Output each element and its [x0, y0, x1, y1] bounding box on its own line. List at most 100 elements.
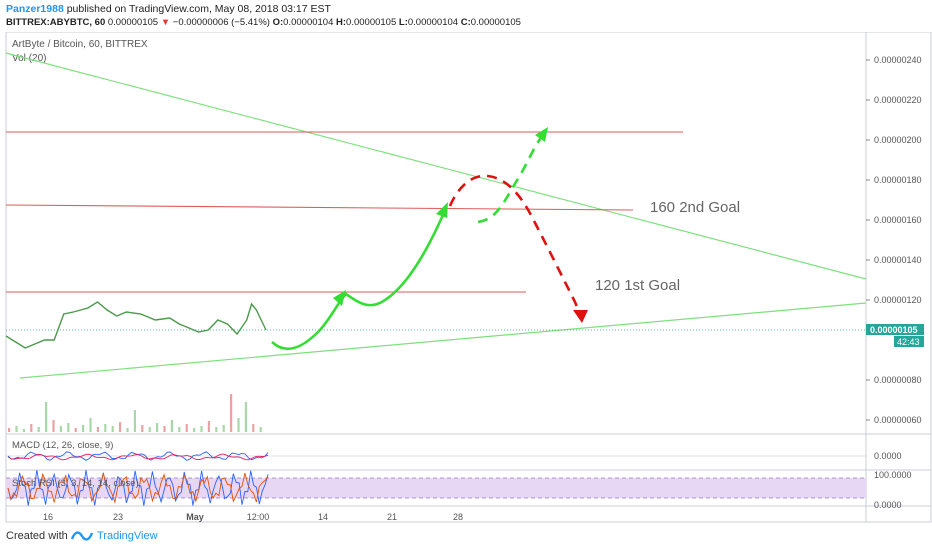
- stoch-rsi-label: Stoch RSI (3, 3, 14, 14, close): [12, 478, 139, 489]
- last-price: 0.00000105: [107, 17, 159, 28]
- volume-bar: [89, 418, 92, 432]
- arrow-head-icon: [535, 127, 548, 142]
- high-label: H:: [336, 17, 347, 28]
- price-tick-label: 0.00000240: [874, 55, 922, 65]
- projected-path-bear: [448, 174, 582, 315]
- author-link[interactable]: Panzer1988: [6, 3, 64, 15]
- volume-bar: [82, 425, 85, 432]
- time-axis-ticks: 16 23 May 12:00 14 21 28: [43, 512, 463, 522]
- price-change: −0.00000006 (−5.41%): [172, 17, 270, 28]
- volume-bar: [193, 428, 196, 432]
- resistance-line: [5, 204, 634, 211]
- time-tick-label: 12:00: [247, 512, 270, 522]
- chart-title: ArtByte / Bitcoin, 60, BITTREX: [12, 39, 148, 50]
- volume-bar: [170, 420, 173, 432]
- volume-bar: [222, 425, 225, 432]
- arrow-head-icon: [573, 310, 588, 323]
- price-tick-label: 0.00000220: [874, 95, 922, 105]
- volume-bar: [237, 418, 240, 432]
- volume-bar: [244, 402, 247, 432]
- arrow-head-icon: [333, 290, 346, 306]
- open-value: 0.00000104: [283, 17, 334, 28]
- volume-bar: [59, 426, 62, 432]
- volume-bar: [45, 402, 48, 432]
- price-tick-label: 0.00000180: [874, 175, 922, 185]
- stoch-axis-upper: 100.0000: [874, 470, 912, 480]
- time-tick-label: 23: [113, 512, 123, 522]
- volume-bar: [37, 427, 40, 432]
- created-with-text: Created with: [6, 530, 68, 542]
- volume-bar: [252, 424, 255, 432]
- chart-frame: [5, 32, 932, 523]
- tradingview-brand-link[interactable]: TradingView: [97, 530, 158, 542]
- volume-bar: [111, 426, 114, 432]
- published-text: published on TradingView.com, May 08, 20…: [66, 3, 331, 15]
- publish-line: Panzer1988 published on TradingView.com,…: [6, 3, 331, 15]
- lower-trendline: [19, 302, 867, 379]
- close-value: 0.00000105: [470, 17, 521, 28]
- volume-bar: [126, 428, 129, 432]
- price-tick-label: 0.00000120: [874, 295, 922, 305]
- annotation-second-goal: 160 2nd Goal: [650, 199, 740, 216]
- price-tick-label: 0.00000200: [874, 135, 922, 145]
- low-value: 0.00000104: [407, 17, 459, 28]
- time-tick-label: 16: [43, 512, 53, 522]
- volume-bar: [141, 425, 144, 432]
- high-value: 0.00000105: [346, 17, 397, 28]
- time-tick-label: 21: [387, 512, 397, 522]
- volume-bar: [133, 410, 136, 432]
- volume-bar: [96, 427, 99, 432]
- stoch-k-series: [7, 470, 269, 506]
- price-tick-label: 0.00000140: [874, 255, 922, 265]
- close-label: C:: [460, 17, 471, 28]
- price-tick-label: 0.00000080: [874, 375, 922, 385]
- volume-bar: [148, 427, 151, 432]
- price-tick-label: 0.00000160: [874, 215, 922, 225]
- volume-bar: [230, 394, 233, 432]
- footer: Created with TradingView: [0, 524, 932, 550]
- open-label: O:: [272, 17, 284, 28]
- current-price-tag: [866, 324, 924, 335]
- volume-bar: [215, 427, 218, 432]
- volume-bar: [207, 421, 210, 432]
- macd-axis-label: 0.0000: [874, 451, 902, 461]
- ohlc-line: BITTREX:ABYBTC, 60 0.00000105 ▼ −0.00000…: [6, 17, 521, 28]
- volume-bar: [178, 427, 181, 432]
- time-tick-label: 14: [318, 512, 328, 522]
- price-series: [5, 301, 267, 349]
- projected-path-up: [271, 207, 448, 351]
- low-label: L:: [398, 17, 408, 28]
- price-axis-ticks: 0.00000240 0.00000220 0.00000200 0.00000180…: [866, 55, 922, 425]
- volume-bar: [185, 424, 188, 432]
- countdown-label: 42:43: [897, 337, 920, 347]
- time-tick-label: 28: [453, 512, 463, 522]
- chart-header: Panzer1988 published on TradingView.com,…: [0, 0, 932, 32]
- volume-bar: [30, 424, 33, 432]
- volume-bar: [104, 424, 107, 432]
- stoch-d-series: [7, 472, 269, 504]
- upper-trendline: [5, 52, 867, 280]
- time-tick-label: May: [186, 512, 204, 522]
- projected-path-bull: [477, 130, 547, 224]
- price-tick-label: 0.00000060: [874, 415, 922, 425]
- volume-bar: [119, 422, 122, 432]
- macd-signal-series: [7, 453, 269, 461]
- change-arrow-icon: ▼: [160, 17, 171, 28]
- resistance-lines: [5, 131, 683, 293]
- arrow-head-icon: [436, 202, 448, 218]
- volume-bar: [156, 423, 159, 432]
- countdown-tag: [894, 336, 924, 347]
- tradingview-logo-icon[interactable]: [70, 529, 94, 543]
- current-price-label: 0.00000105: [870, 325, 918, 335]
- volume-bar: [163, 426, 166, 432]
- volume-bar: [74, 428, 77, 432]
- volume-bars: [8, 394, 262, 432]
- price-chart[interactable]: ArtByte / Bitcoin, 60, BITTREX Vol (20) …: [0, 32, 932, 524]
- macd-label: MACD (12, 26, close, 9): [12, 440, 113, 451]
- stoch-axis-lower: 0.0000: [874, 500, 902, 510]
- volume-bar: [52, 420, 55, 432]
- volume-bar: [200, 426, 203, 432]
- volume-bar: [15, 426, 18, 432]
- volume-bar: [8, 428, 11, 432]
- volume-bar: [22, 429, 25, 432]
